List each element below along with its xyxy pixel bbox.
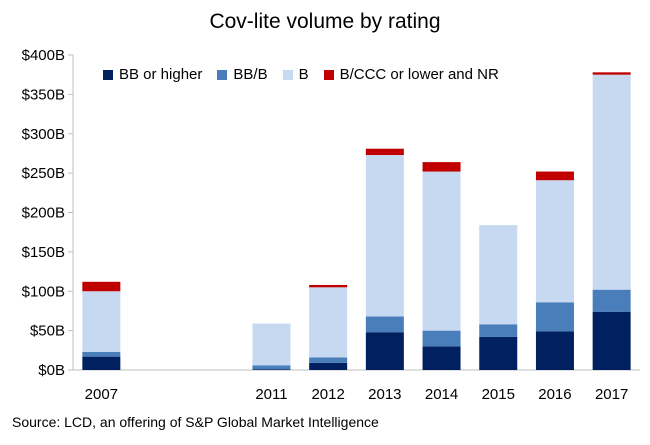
bar-segment-2013-b (365, 155, 404, 317)
bar-segment-2012-bb-b (309, 357, 348, 363)
y-tick-label: $50B (30, 323, 65, 340)
bar-segment-2017-b-ccc-or-lower-and-nr (592, 72, 631, 75)
x-tick-label: 2011 (255, 386, 287, 403)
y-tick-label: $150B (22, 244, 65, 261)
bar-segment-2007-b-ccc-or-lower-and-nr (82, 281, 121, 292)
bar-segment-2014-bb-b (422, 330, 461, 347)
x-axis-labels: 2007 2011 2012 2013 2014 2015 2016 2017 (85, 386, 629, 403)
bar-segment-2011-bb-b (252, 365, 291, 370)
y-tick-label: $300B (22, 126, 65, 143)
legend-swatch (103, 69, 113, 80)
y-tick-label: $0B (38, 362, 65, 379)
y-tick-label: $350B (22, 86, 65, 103)
legend-label: B/CCC or lower and NR (339, 66, 499, 83)
legend-item-b-ccc: B/CCC or lower and NR (323, 66, 499, 83)
bar-segment-2007-b (82, 291, 121, 352)
x-tick-label: 2014 (425, 386, 458, 403)
bar-segment-2013-bb-b (365, 316, 404, 333)
bar-segment-2016-bb-b (535, 302, 574, 332)
y-tick-label: $200B (22, 205, 65, 222)
bar-segment-2017-b (592, 74, 631, 290)
chart-bars (82, 72, 631, 370)
legend-label: BB/B (233, 66, 268, 83)
bar-segment-2012-b-ccc-or-lower-and-nr (309, 284, 348, 288)
bar-segment-2011-bb-or-higher (252, 369, 291, 370)
bar-segment-2014-b-ccc-or-lower-and-nr (422, 162, 461, 172)
x-tick-label: 2012 (311, 386, 344, 403)
bar-segment-2015-b (479, 225, 518, 325)
x-tick-label: 2015 (482, 386, 515, 403)
y-tick-label: $250B (22, 165, 65, 182)
bar-segment-2014-bb-or-higher (422, 346, 461, 370)
y-tick-label: $100B (22, 283, 65, 300)
bar-segment-2014-b (422, 171, 461, 331)
legend-label: B (298, 66, 309, 83)
bar-segment-2016-bb-or-higher (535, 331, 574, 370)
bar-segment-2016-b (535, 180, 574, 303)
legend-item-b: B (282, 66, 309, 83)
bar-segment-2007-bb-or-higher (82, 356, 121, 370)
legend-swatch (282, 69, 293, 80)
bar-segment-2016-b-ccc-or-lower-and-nr (535, 171, 574, 181)
bar-segment-2012-b (309, 287, 348, 358)
bar-segment-2013-b-ccc-or-lower-and-nr (365, 148, 404, 156)
bar-segment-2015-bb-b (479, 324, 518, 337)
legend-swatch (323, 69, 334, 80)
x-tick-label: 2017 (595, 386, 628, 403)
bar-segment-2015-bb-or-higher (479, 336, 518, 370)
x-tick-label: 2007 (85, 386, 118, 403)
legend-swatch (217, 69, 228, 80)
legend-label: BB or higher (119, 66, 203, 83)
chart-legend: BB or higher BB/B B B/CCC or lower and N… (103, 66, 514, 83)
x-tick-label: 2016 (538, 386, 571, 403)
legend-item-bb-or-higher: BB or higher (103, 66, 202, 83)
y-tick-label: $400B (22, 47, 65, 64)
bar-segment-2013-bb-or-higher (365, 332, 404, 370)
bar-segment-2017-bb-b (592, 289, 631, 312)
chart-title: Cov-lite volume by rating (209, 10, 441, 33)
y-axis-labels: $0B $50B $100B $150B $200B $250B $300B $350B $40… (22, 47, 65, 379)
bar-segment-2007-bb-b (82, 351, 121, 357)
chart-source-note: Source: LCD, an offering of S&P Global M… (12, 414, 379, 430)
bar-segment-2012-bb-or-higher (309, 362, 348, 370)
bar-segment-2011-b (252, 323, 291, 366)
x-tick-label: 2013 (368, 386, 401, 403)
legend-item-bb-b: BB/B (217, 66, 268, 83)
bar-segment-2017-bb-or-higher (592, 311, 631, 370)
